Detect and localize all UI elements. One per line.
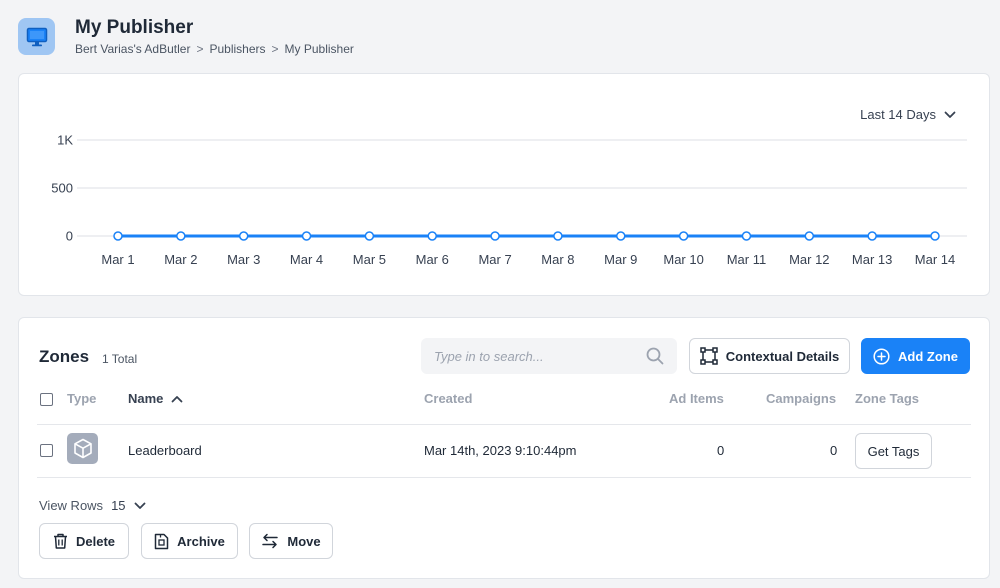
zones-title: Zones [39,347,90,366]
data-point[interactable] [301,231,312,241]
zone-ad-items: 0 [717,443,725,458]
x-tick-label: Mar 6 [416,252,449,267]
view-rows-label: View Rows [39,498,104,513]
x-tick-label: Mar 3 [227,252,260,267]
zone-created: Mar 14th, 2023 9:10:44pm [424,443,577,458]
data-point[interactable] [176,231,186,241]
date-range-label: Last 14 Days [860,107,936,122]
column-header-name[interactable]: Name [128,391,183,406]
data-point[interactable] [741,231,752,241]
column-header-created[interactable]: Created [424,391,473,406]
add-zone-label: Add Zone [898,348,958,364]
zone-campaigns: 0 [830,443,838,458]
get-tags-button[interactable]: Get Tags [855,433,932,469]
x-tick-label: Mar 10 [663,252,703,267]
column-header-campaigns[interactable]: Campaigns [766,391,837,406]
y-tick-label: 500 [51,181,73,196]
x-tick-label: Mar 9 [604,252,637,267]
page-title: My Publisher [75,17,194,38]
breadcrumb: Bert Varias's AdButler > Publishers > My… [75,42,354,56]
data-point[interactable] [427,231,437,241]
cube-icon [67,433,98,464]
archive-label: Archive [177,533,225,549]
column-header-type[interactable]: Type [67,391,97,406]
contextual-details-button[interactable]: Contextual Details [689,338,850,374]
data-point[interactable] [553,231,563,241]
data-point[interactable] [490,231,500,241]
zones-card: Zones 1 Total Contextual Details Add Zon… [18,317,990,579]
chevron-down-icon [944,111,956,118]
archive-icon [154,533,169,549]
view-rows-value: 15 [111,498,126,513]
x-tick-label: Mar 2 [164,252,197,267]
trash-icon [53,533,67,549]
breadcrumb-publishers[interactable]: Publishers [209,42,266,56]
table-divider [37,424,971,425]
chevron-down-icon [134,502,145,509]
column-header-ad-items[interactable]: Ad Items [669,391,724,406]
y-tick-label: 1K [57,133,73,148]
contextual-details-label: Contextual Details [725,348,840,364]
row-checkbox[interactable] [40,444,53,457]
zones-count: 1 Total [102,352,138,366]
breadcrumb-separator: > [196,42,204,56]
x-tick-label: Mar 12 [789,252,829,267]
table-divider [37,477,971,478]
view-rows-select[interactable]: View Rows 15 [39,498,146,513]
archive-button[interactable]: Archive [141,523,238,559]
delete-label: Delete [75,533,116,549]
search-icon[interactable] [646,347,664,365]
frame-corners-icon [700,347,718,365]
date-range-select[interactable]: Last 14 Days [860,107,956,122]
data-point[interactable] [238,231,249,241]
page-header: My Publisher Bert Varias's AdButler > Pu… [0,0,1000,70]
monitor-icon [18,18,55,55]
column-header-zone-tags: Zone Tags [855,391,920,406]
x-tick-label: Mar 1 [101,252,134,267]
line-chart: 0 500 1K Mar 1 Mar 2 Mar 3 Mar 4 Mar 5 Mar 6 Mar … [51,133,967,267]
breadcrumb-separator: > [271,42,279,56]
data-point[interactable] [804,231,815,241]
plus-circle-icon [873,347,890,365]
chevron-up-icon [172,395,183,402]
data-point[interactable] [678,231,689,241]
move-label: Move [287,533,321,549]
select-all-checkbox[interactable] [40,393,53,406]
x-tick-label: Mar 7 [478,252,511,267]
x-tick-label: Mar 4 [290,252,323,267]
data-point[interactable] [867,231,877,241]
y-tick-label: 0 [66,229,73,244]
move-button[interactable]: Move [249,523,333,559]
x-tick-label: Mar 5 [353,252,386,267]
x-tick-label: Mar 14 [915,252,955,267]
breadcrumb-current: My Publisher [284,42,354,56]
x-tick-label: Mar 13 [852,252,892,267]
delete-button[interactable]: Delete [39,523,129,559]
arrows-left-right-icon [262,533,279,549]
add-zone-button[interactable]: Add Zone [861,338,970,374]
data-point[interactable] [113,231,123,241]
x-tick-label: Mar 8 [541,252,574,267]
x-tick-label: Mar 11 [727,252,767,267]
stats-chart-card: Last 14 Days 0 500 1K Mar 1 Mar 2 Mar 3 Mar 4 M… [18,73,990,296]
data-point[interactable] [930,231,940,241]
breadcrumb-account[interactable]: Bert Varias's AdButler [75,42,191,56]
zone-name[interactable]: Leaderboard [128,443,202,458]
search-input[interactable] [421,338,677,374]
column-header-name-label: Name [128,391,164,406]
data-point[interactable] [364,231,375,241]
data-point[interactable] [616,231,626,241]
